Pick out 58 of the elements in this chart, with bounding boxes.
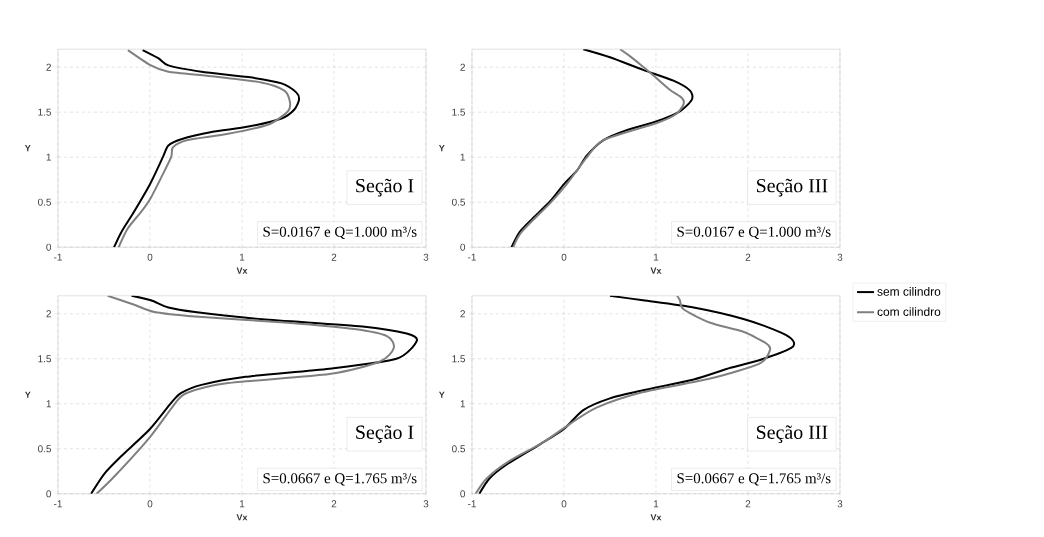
annotation: Seção III [756, 425, 828, 444]
x-tick-label: 1 [653, 253, 659, 261]
y-tick-label: 1.5 [38, 108, 52, 116]
y-tick-label: 0.5 [451, 198, 466, 206]
y-tick-label: 0 [460, 243, 466, 251]
y-tick-label: 0 [46, 490, 52, 498]
x-tick-label: 0 [561, 500, 567, 508]
annotation: S=0.0167 e Q=1.000 m³/s [263, 226, 417, 240]
annotation: Seção I [356, 425, 414, 444]
x-tick-label: 2 [331, 253, 337, 261]
x-tick-label: 1 [239, 500, 245, 508]
x-tick-label: 1 [653, 500, 659, 508]
x-axis-title: Vx [650, 267, 662, 274]
x-tick-label: 0 [561, 253, 567, 261]
y-tick-label: 0 [460, 490, 466, 498]
legend-label: com cilindro [877, 307, 941, 316]
annotation: S=0.0667 e Q=1.765 m³/s [263, 473, 417, 486]
annotation: Seção III [756, 178, 828, 197]
y-tick-label: 1 [460, 153, 465, 161]
y-tick-label: 0 [46, 243, 52, 251]
y-tick-label: 1 [460, 400, 465, 408]
x-tick-label: 0 [147, 500, 153, 508]
x-tick-label: 0 [147, 253, 153, 261]
x-tick-label: 2 [745, 500, 751, 508]
y-tick-label: 0.5 [37, 445, 52, 453]
x-tick-label: 3 [423, 500, 429, 508]
x-tick-label: 2 [331, 500, 337, 508]
y-tick-label: 1.5 [452, 108, 466, 116]
y-tick-label: 2 [460, 310, 465, 318]
x-tick-label: -1 [467, 500, 476, 508]
y-tick-label: 1 [46, 153, 51, 161]
x-tick-label: -1 [53, 500, 62, 508]
x-axis-title: Vx [650, 514, 662, 521]
annotation: S=0.0167 e Q=1.000 m³/s [677, 226, 831, 240]
x-tick-label: 2 [745, 253, 751, 261]
y-axis-title: Y [24, 391, 31, 398]
y-tick-label: 1.5 [38, 355, 52, 363]
y-tick-label: 0.5 [37, 198, 52, 206]
x-tick-label: -1 [467, 253, 476, 261]
y-tick-label: 2 [46, 63, 51, 71]
x-tick-label: 3 [837, 253, 843, 261]
y-tick-label: 2 [46, 310, 51, 318]
y-tick-label: 1.5 [452, 355, 466, 363]
legend-label: sem cilindro [877, 287, 941, 296]
x-tick-label: 3 [423, 253, 429, 261]
y-tick-label: 0.5 [451, 445, 466, 453]
x-tick-label: -1 [53, 253, 62, 261]
y-axis-title: Y [438, 145, 445, 152]
x-axis-title: Vx [236, 267, 248, 274]
y-tick-label: 2 [460, 63, 465, 71]
annotation: Seção I [356, 178, 414, 197]
annotation: S=0.0667 e Q=1.765 m³/s [677, 473, 831, 486]
y-axis-title: Y [438, 391, 445, 398]
x-tick-label: 1 [239, 253, 245, 261]
y-tick-label: 1 [46, 400, 51, 408]
x-axis-title: Vx [236, 514, 248, 521]
x-tick-label: 3 [837, 500, 843, 508]
y-axis-title: Y [24, 145, 31, 152]
